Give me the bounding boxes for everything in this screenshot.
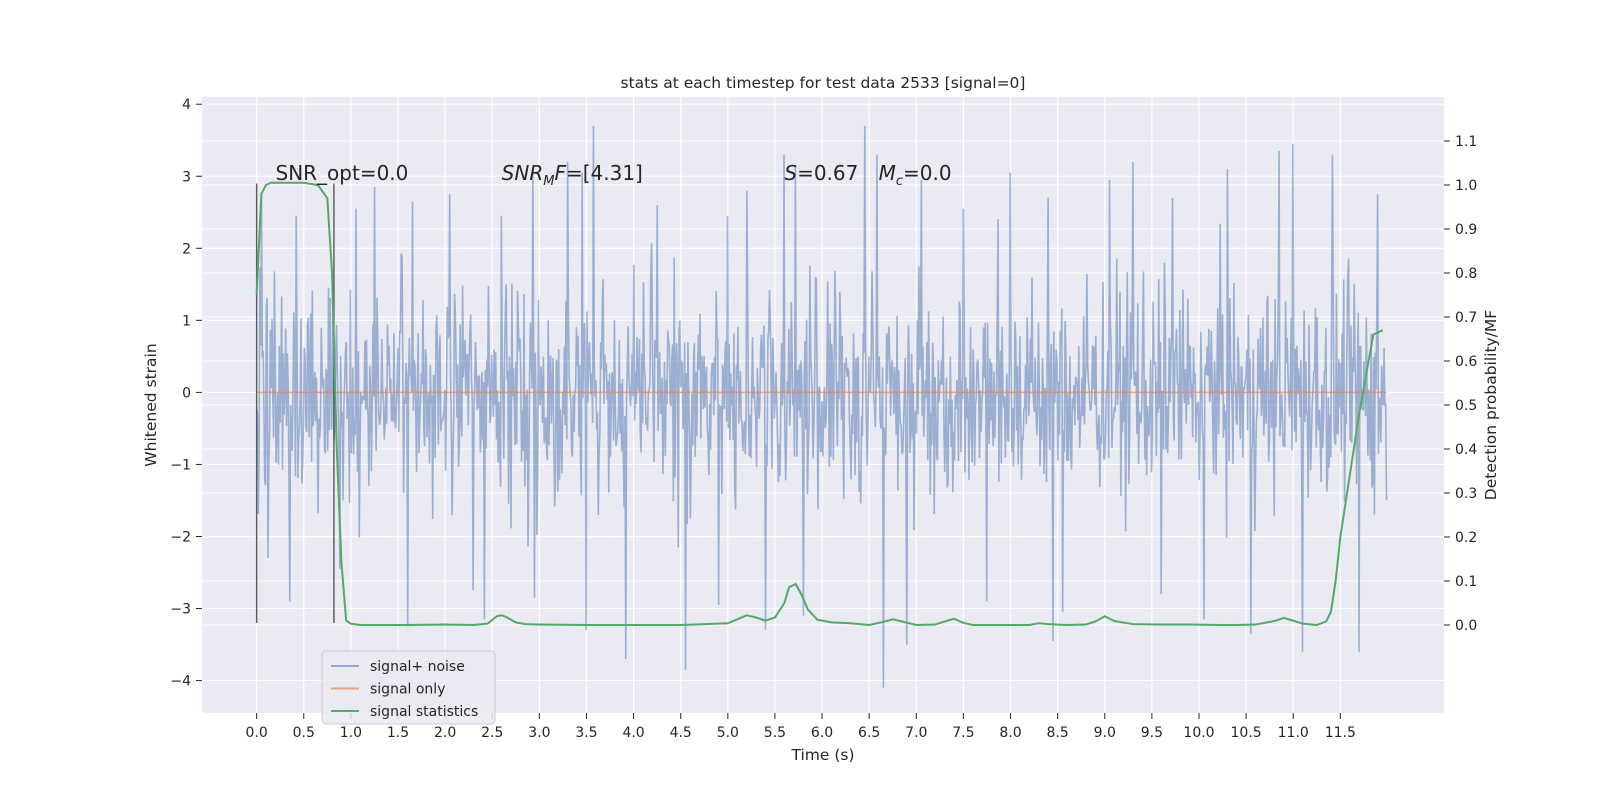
annotation-s-stat: S=0.67 xyxy=(784,161,858,185)
x-tick-label: 6.0 xyxy=(811,725,833,741)
x-tick-label: 4.5 xyxy=(670,725,692,741)
y-right-tick-label: 0.6 xyxy=(1455,354,1477,370)
legend-label: signal only xyxy=(370,682,445,698)
legend: signal+ noise signal only signal statistic… xyxy=(321,650,496,725)
x-tick-label: 1.5 xyxy=(387,725,409,741)
x-tick-label: 8.0 xyxy=(999,725,1021,741)
annotation-snr-opt: SNR_opt=0.0 xyxy=(276,161,409,185)
legend-label: signal+ noise xyxy=(370,659,465,675)
annotation-mc-stat: Mc=0.0 xyxy=(879,161,952,189)
y-right-tick-label: 0.3 xyxy=(1455,486,1477,502)
y-right-tick-label: 0.9 xyxy=(1455,222,1477,238)
y-tick-label: 0 xyxy=(182,385,191,401)
y-tick-label: 4 xyxy=(182,97,191,113)
y-tick-label: −3 xyxy=(170,602,191,618)
data-layer xyxy=(255,125,1388,688)
y-right-tick-label: 0.2 xyxy=(1455,530,1477,546)
x-tick-label: 5.0 xyxy=(717,725,739,741)
signal-noise-line xyxy=(255,125,1388,688)
y-right-tick-label: 0.0 xyxy=(1455,618,1477,634)
annotation-subscript: c xyxy=(896,174,903,189)
y-tick-label: −4 xyxy=(170,674,191,690)
x-tick-label: 6.5 xyxy=(858,725,880,741)
x-tick-label: 0.5 xyxy=(293,725,315,741)
y-right-tick-label: 0.8 xyxy=(1455,266,1477,282)
x-tick-label: 11.0 xyxy=(1278,725,1309,741)
x-tick-label: 9.0 xyxy=(1094,725,1116,741)
annotation-part: SNR_opt=0.0 xyxy=(276,161,409,185)
x-axis-label: Time (s) xyxy=(790,746,854,764)
x-tick-label: 11.5 xyxy=(1325,725,1356,741)
x-tick-label: 2.0 xyxy=(434,725,456,741)
x-tick-label: 4.0 xyxy=(622,725,644,741)
x-tick-label: 10.5 xyxy=(1231,725,1262,741)
annotation-part: M xyxy=(879,161,896,185)
legend-label: signal statistics xyxy=(370,704,478,720)
y-tick-label: 3 xyxy=(182,169,191,185)
y-right-tick-label: 0.7 xyxy=(1455,310,1477,326)
annotation-part: F=[4.31] xyxy=(554,161,642,185)
y-tick-label: −1 xyxy=(170,457,191,473)
x-tick-label: 9.5 xyxy=(1141,725,1163,741)
y-right-tick-label: 0.5 xyxy=(1455,398,1477,414)
y-right-tick-label: 1.1 xyxy=(1455,134,1477,150)
annotation-part: S xyxy=(784,161,797,185)
x-tick-label: 3.5 xyxy=(575,725,597,741)
grid-layer xyxy=(202,97,1444,713)
y-right-tick-label: 1.0 xyxy=(1455,178,1477,194)
y-axis-label: Whitened strain xyxy=(142,343,160,466)
signal-statistics-line xyxy=(255,181,1384,627)
chart-title: stats at each timestep for test data 253… xyxy=(621,74,1026,92)
annotation-part: =0.67 xyxy=(797,161,858,185)
annotation-part: =0.0 xyxy=(903,161,952,185)
y-tick-label: 2 xyxy=(182,241,191,257)
x-tick-label: 7.0 xyxy=(905,725,927,741)
y-tick-label: 1 xyxy=(182,313,191,329)
y-right-tick-label: 0.4 xyxy=(1455,442,1477,458)
x-tick-label: 10.0 xyxy=(1183,725,1214,741)
annotation-part: F xyxy=(554,161,566,185)
x-tick-label: 8.5 xyxy=(1047,725,1069,741)
annotation-subscript: M xyxy=(543,174,554,189)
legend-box xyxy=(321,650,496,725)
y-tick-label: −2 xyxy=(170,529,191,545)
annotation-snr-mf: SNRMF=[4.31] xyxy=(502,161,643,189)
x-tick-label: 7.5 xyxy=(952,725,974,741)
y-right-tick-label: 0.1 xyxy=(1455,574,1477,590)
x-tick-label: 5.5 xyxy=(764,725,786,741)
x-tick-label: 1.0 xyxy=(340,725,362,741)
annotation-layer: SNR_opt=0.0 SNRMF=[4.31] S=0.67 Mc=0.0 xyxy=(276,161,952,189)
x-tick-label: 2.5 xyxy=(481,725,503,741)
y-axis-label-right: Detection probability/MF xyxy=(1482,310,1500,501)
annotation-part: SNR xyxy=(502,161,544,185)
x-tick-label: 0.0 xyxy=(246,725,268,741)
x-tick-label: 3.0 xyxy=(528,725,550,741)
annotation-part: =[4.31] xyxy=(566,161,643,185)
axis-layer: 0.0 0.5 1.0 1.5 2.0 2.5 3.0 3.5 4.0 4.5 5.0 5.5 6.0 6… xyxy=(170,97,1477,741)
